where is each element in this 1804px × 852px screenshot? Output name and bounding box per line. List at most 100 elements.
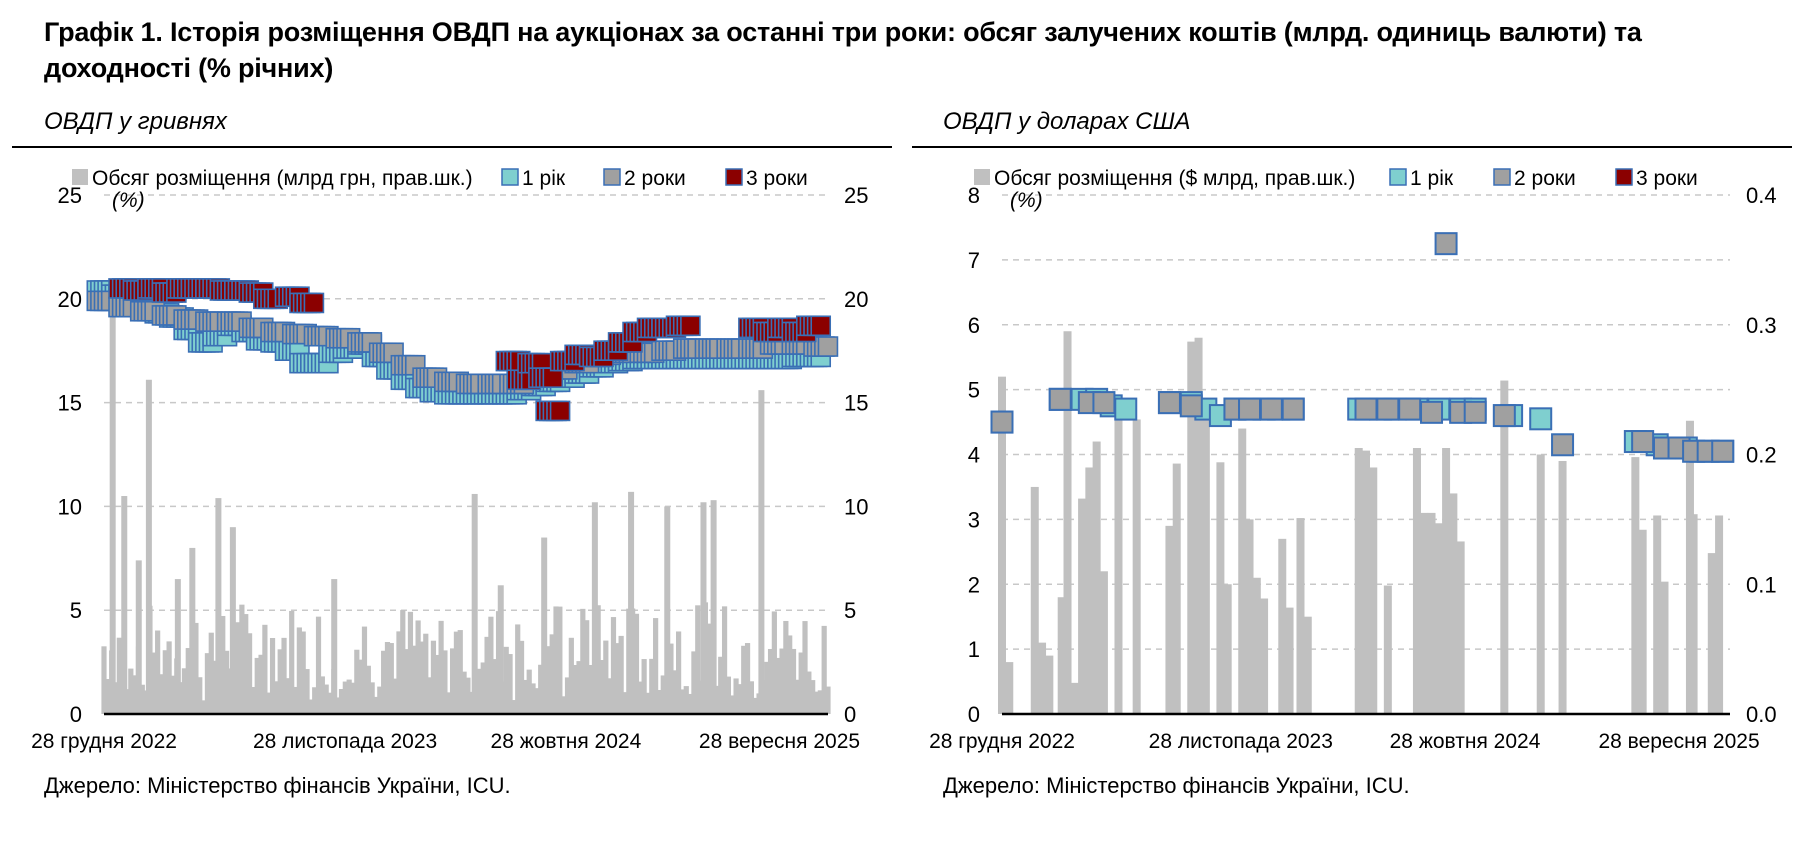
volume-bar [610,617,617,714]
volume-bar [145,379,152,714]
volume-bar [1715,515,1724,714]
volume-bar [748,681,754,714]
volume-bar [254,657,260,714]
volume-bar [672,670,678,714]
volume-bar [342,681,348,714]
volume-bar [427,677,433,714]
volume-bar [1201,398,1210,714]
legend-label-1: 1 рік [1410,167,1454,190]
volume-bar [189,547,196,714]
panel-subtitle-usd: ОВДП у доларах США [943,108,1191,135]
y-left-tick-label: 0 [968,702,980,727]
volume-bar [335,697,341,714]
x-tick-label: 28 листопада 2023 [1149,730,1333,753]
marker-y2 [1281,397,1305,421]
volume-bar [338,689,345,714]
volume-bar [530,683,536,714]
volume-bar [492,659,498,714]
volume-bar [572,665,578,714]
volume-bar [733,678,739,714]
volume-bars [998,331,1724,714]
volume-bar [423,633,429,714]
volume-bar [430,640,437,714]
legend-label-3: 3 роки [1636,167,1698,190]
volume-bar [1383,585,1392,714]
volume-bar [1245,519,1254,714]
volume-bar [806,671,812,714]
volume-bar [518,640,525,714]
volume-bar [783,620,789,714]
volume-bar [449,648,456,714]
volume-bar [151,652,157,714]
legend-swatch-1 [1389,168,1407,186]
volume-bar [1369,467,1378,714]
volume-bar [1420,512,1429,714]
marker-y2 [1376,397,1400,421]
marker-y2 [1179,394,1203,418]
y-right-tick-label: 5 [844,598,856,623]
y-left-tick-label: 5 [968,378,980,403]
legend-label-2: 2 роки [1514,167,1576,190]
volume-bar [315,616,322,714]
marker-y2 [1492,404,1516,428]
y-left-tick-label: 4 [968,443,980,468]
y-right-tick-label: 20 [844,287,868,312]
volume-bar [166,641,172,714]
volume-bar [1442,448,1451,714]
volume-bar [476,668,483,714]
volume-bar [507,654,513,714]
volume-bar [457,630,463,714]
volume-bar [369,682,375,714]
volume-bar [229,527,236,714]
legend-label-1: 1 рік [522,167,566,190]
marker-y2 [1259,397,1283,421]
volume-bar [787,635,793,714]
volume-bar [480,662,486,714]
volume-bar [813,691,820,714]
volume-bar [628,491,635,714]
volume-bar [354,649,360,714]
y-right-tick-label: 25 [844,183,868,208]
x-tick-label: 28 вересня 2025 [1598,730,1759,753]
legend-label-3: 3 роки [746,167,808,190]
volume-bar [729,695,735,714]
volume-bar [545,646,551,714]
volume-bar [649,658,655,714]
marker-y3 [680,315,701,337]
y-left-tick-label: 0 [70,702,82,727]
volume-bars [101,302,831,714]
volume-bar [568,637,574,714]
volume-bar [193,622,199,714]
volume-bar [557,606,563,714]
volume-bar [162,650,168,714]
legend-label-2: 2 роки [624,167,686,190]
marker-y2 [1551,433,1575,457]
volume-bar [497,585,504,714]
volume-bar [802,621,808,714]
volume-bar [1260,598,1269,714]
volume-bar [1434,523,1443,714]
x-tick-label: 28 грудня 2022 [929,730,1075,753]
volume-bar [618,635,624,714]
volume-bar [200,700,207,714]
unit-label: (%) [1010,189,1043,212]
volume-bar [700,502,707,714]
y-left-tick-label: 1 [968,637,980,662]
volume-bar [312,687,318,714]
volume-bar [1099,571,1108,714]
volume-bar [595,605,601,714]
volume-bar [790,648,797,714]
volume-bar [1689,514,1698,714]
marker-y2 [1092,391,1116,415]
volume-bar [392,678,398,714]
volume-bar [511,700,517,714]
volume-bar [764,661,770,714]
marker-y2 [1434,232,1458,256]
volume-bar [212,660,218,714]
marker-y2 [1354,397,1378,421]
volume-bar [998,376,1006,714]
volume-bar [419,641,425,714]
volume-bar [285,678,291,714]
volume-bar [503,646,509,714]
volume-bar [1070,682,1079,714]
